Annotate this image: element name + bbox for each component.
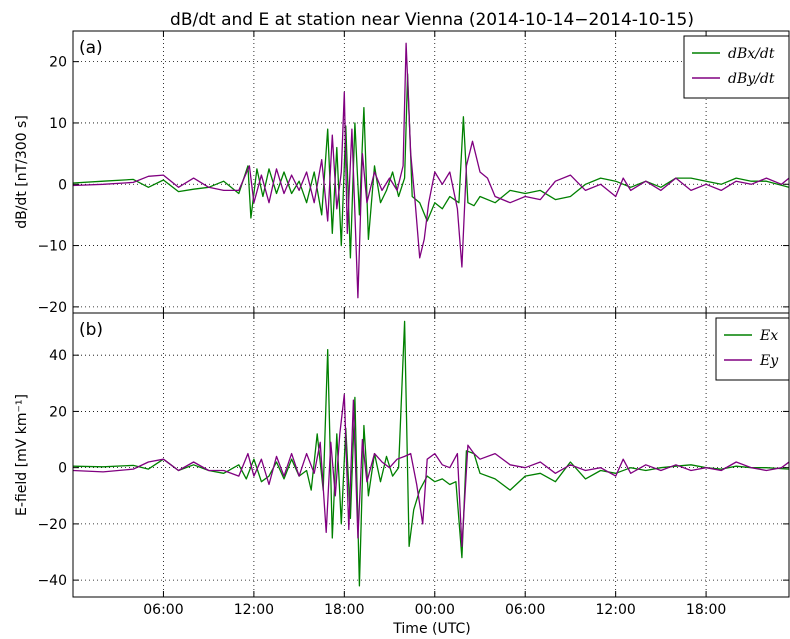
legend-label-Ex: Ex bbox=[759, 328, 778, 344]
y-tick-label: 40 bbox=[49, 348, 67, 364]
x-tick-label: 06:00 bbox=[143, 602, 183, 618]
y-tick-label: 20 bbox=[49, 55, 67, 71]
y-axis-label: dB/dt [nT/300 s] bbox=[14, 115, 30, 229]
legend-box bbox=[715, 317, 790, 381]
y-tick-label: −20 bbox=[37, 300, 67, 316]
x-tick-label: 06:00 bbox=[505, 602, 545, 618]
x-axis-label: Time (UTC) bbox=[392, 621, 470, 637]
y-tick-label: 20 bbox=[49, 404, 67, 420]
legend-box bbox=[683, 35, 790, 99]
y-tick-label: −40 bbox=[37, 573, 67, 589]
panel-b: −40 −20 0 20 40 (b) E-field [mV km⁻¹] Ex Ey 06:00… bbox=[14, 312, 790, 618]
series-line-dBx/dt bbox=[73, 73, 789, 259]
panel-label: (b) bbox=[79, 320, 103, 340]
series-group bbox=[73, 42, 789, 299]
legend: dBx/dt dBy/dt bbox=[683, 35, 790, 99]
plot-frame bbox=[72, 30, 790, 314]
x-tick-label: 12:00 bbox=[234, 602, 274, 618]
plot-frame bbox=[72, 312, 790, 598]
y-tick-label: 0 bbox=[58, 461, 67, 477]
y-axis-label: E-field [mV km⁻¹] bbox=[14, 394, 30, 516]
y-tick-label: −10 bbox=[37, 239, 67, 255]
legend-label-dBy/dt: dBy/dt bbox=[728, 71, 775, 87]
y-tick-label: 0 bbox=[58, 177, 67, 193]
legend-label-dBx/dt: dBx/dt bbox=[728, 46, 775, 62]
panel-label: (a) bbox=[79, 38, 103, 58]
x-tick-label: 12:00 bbox=[595, 602, 635, 618]
series-line-dBy/dt bbox=[73, 42, 789, 299]
chart-title: dB/dt and E at station near Vienna (2014… bbox=[170, 10, 694, 30]
series-line-Ex bbox=[73, 320, 789, 587]
legend: Ex Ey bbox=[715, 317, 790, 381]
legend-label-Ey: Ey bbox=[759, 353, 779, 369]
y-tick-label: 10 bbox=[49, 116, 67, 132]
series-group bbox=[73, 320, 789, 587]
series-line-Ey bbox=[73, 393, 789, 548]
x-tick-label: 00:00 bbox=[415, 602, 455, 618]
x-tick-label: 18:00 bbox=[686, 602, 726, 618]
y-tick-label: −20 bbox=[37, 517, 67, 533]
panel-a: −20 −10 0 10 20 (a) dB/dt [nT/300 s] dBx/dt dBy/… bbox=[14, 30, 790, 316]
x-tick-label: 18:00 bbox=[324, 602, 364, 618]
